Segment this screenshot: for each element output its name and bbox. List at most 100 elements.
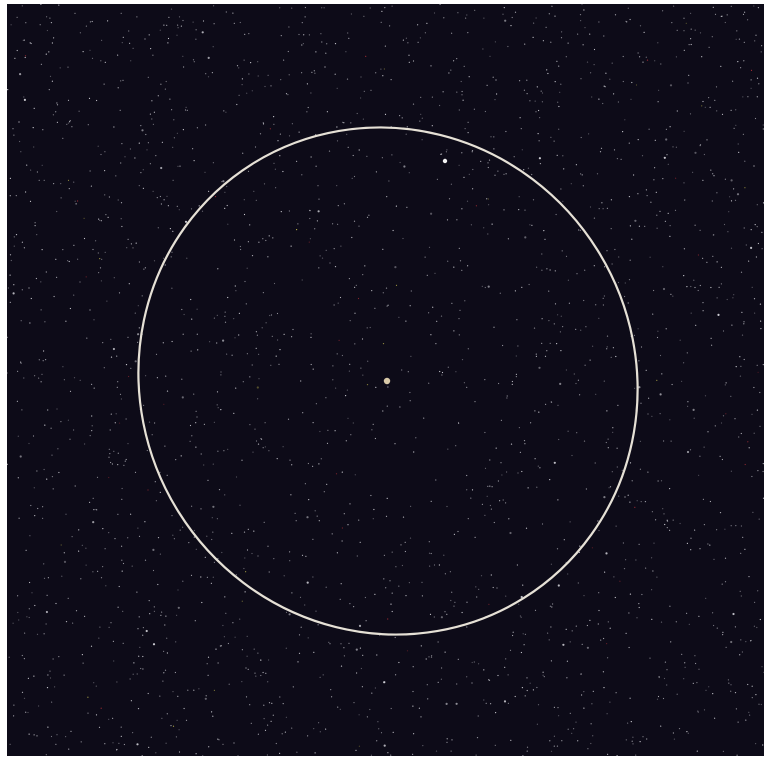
star <box>624 119 626 121</box>
star <box>349 363 351 365</box>
star <box>753 386 755 389</box>
star <box>551 5 553 7</box>
star <box>10 259 12 262</box>
star <box>69 390 72 392</box>
star <box>28 442 30 445</box>
star <box>68 188 70 190</box>
star <box>279 7 281 9</box>
star <box>705 597 707 600</box>
star <box>314 72 316 74</box>
star <box>600 147 603 149</box>
star <box>667 212 669 214</box>
star <box>615 525 617 527</box>
star <box>332 379 334 381</box>
star <box>697 710 699 712</box>
star <box>630 98 632 100</box>
star <box>605 552 608 555</box>
star <box>382 248 384 250</box>
star <box>79 32 81 34</box>
star <box>30 42 32 45</box>
star <box>702 302 704 304</box>
star <box>98 272 100 274</box>
star <box>644 225 646 227</box>
star <box>99 258 101 260</box>
star <box>257 652 259 654</box>
star <box>729 196 731 198</box>
star <box>374 307 376 309</box>
star <box>530 422 532 424</box>
star <box>273 282 276 285</box>
star <box>41 373 43 375</box>
star <box>428 312 430 314</box>
star <box>464 128 466 130</box>
star <box>360 97 362 99</box>
star <box>616 158 619 160</box>
star <box>542 671 544 673</box>
star <box>30 169 32 171</box>
star <box>632 743 634 745</box>
star <box>734 692 737 694</box>
star <box>755 256 758 258</box>
star <box>204 697 207 700</box>
star <box>501 474 503 476</box>
star <box>28 733 30 735</box>
star <box>742 536 744 539</box>
star <box>629 697 631 699</box>
star <box>89 49 91 51</box>
star <box>758 518 760 520</box>
star <box>638 225 641 227</box>
star <box>730 179 733 182</box>
star <box>273 162 275 164</box>
star <box>536 723 539 725</box>
star <box>627 722 629 724</box>
star <box>704 395 707 397</box>
star <box>59 67 61 69</box>
star <box>108 476 110 479</box>
star <box>176 205 178 207</box>
star <box>130 60 132 62</box>
star <box>301 554 304 556</box>
star <box>622 80 624 83</box>
star <box>624 282 626 284</box>
star <box>466 676 468 678</box>
star <box>740 67 742 69</box>
star <box>56 121 59 123</box>
star <box>159 471 161 473</box>
star <box>759 391 761 394</box>
star <box>580 136 582 139</box>
star <box>428 382 430 384</box>
star <box>603 295 606 297</box>
star <box>17 435 19 437</box>
star <box>307 637 309 639</box>
star <box>164 669 167 671</box>
star <box>117 606 119 608</box>
star <box>234 636 236 638</box>
star <box>604 571 606 573</box>
star <box>285 647 287 649</box>
star <box>750 87 752 89</box>
star <box>129 42 131 44</box>
star <box>29 581 31 584</box>
star <box>353 220 356 222</box>
star <box>383 68 385 70</box>
star <box>226 353 228 355</box>
star <box>593 265 595 267</box>
star <box>679 522 681 525</box>
star <box>141 129 144 132</box>
star <box>748 576 750 578</box>
star <box>494 41 496 43</box>
star <box>169 228 171 230</box>
star <box>121 559 123 561</box>
star <box>549 740 551 742</box>
star <box>692 171 694 173</box>
star <box>313 728 315 730</box>
star <box>754 117 757 120</box>
star <box>593 64 595 66</box>
star <box>698 615 700 617</box>
star <box>666 154 668 156</box>
star <box>391 154 393 156</box>
star <box>214 196 217 198</box>
star <box>220 374 222 376</box>
star <box>592 735 594 737</box>
star <box>327 429 329 431</box>
